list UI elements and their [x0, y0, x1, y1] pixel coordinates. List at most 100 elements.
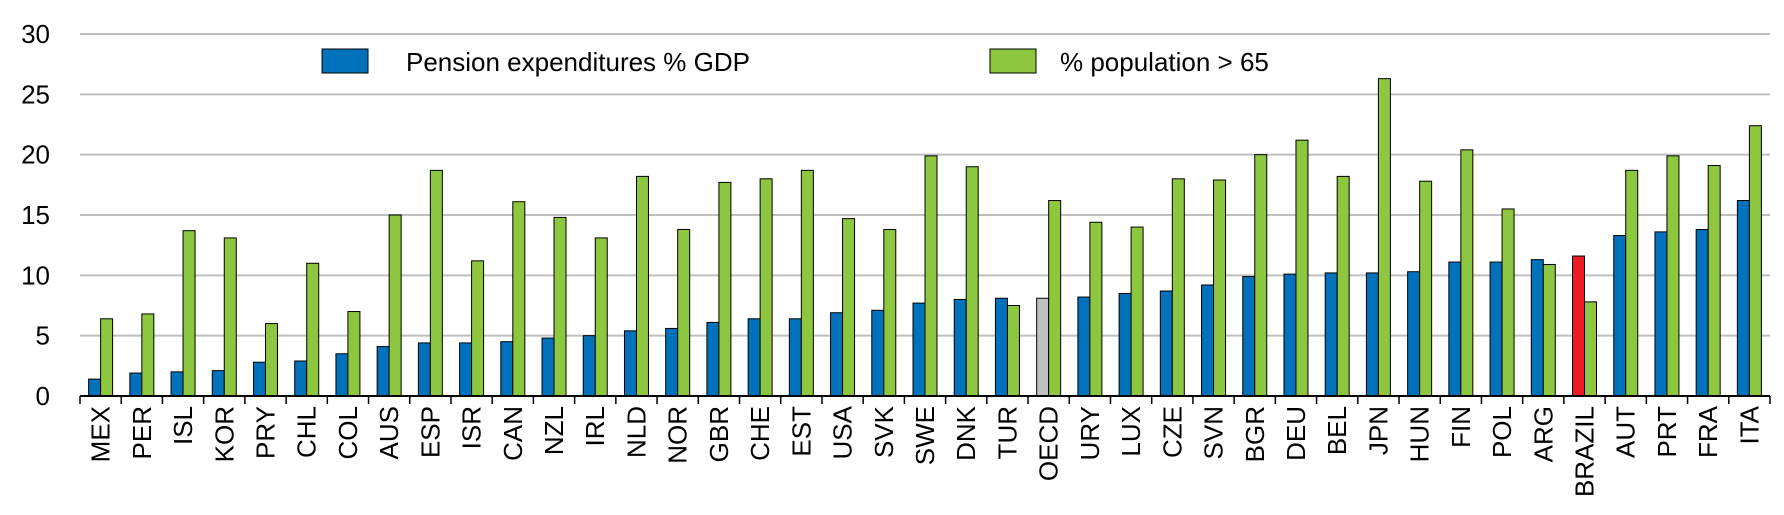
bar-pension-can — [500, 341, 514, 397]
legend-swatch-population — [989, 48, 1037, 74]
bar-population-can — [512, 201, 526, 397]
x-category-label: SVK — [869, 405, 899, 458]
bar-pension-pry — [252, 361, 266, 397]
bar-pension-ita — [1736, 200, 1750, 397]
bar-pension-pol — [1489, 261, 1503, 397]
bar-pension-fin — [1448, 261, 1462, 397]
bar-population-bel — [1336, 175, 1350, 397]
y-tick-label: 5 — [36, 321, 50, 351]
bar-population-irl — [594, 237, 608, 397]
bar-population-nzl — [553, 216, 567, 397]
bar-population-ury — [1089, 221, 1103, 397]
y-tick-label: 30 — [21, 19, 50, 49]
x-category-label: USA — [828, 405, 858, 459]
bar-population-nor — [677, 228, 691, 397]
bar-population-deu — [1295, 139, 1309, 397]
bar-pension-mex — [88, 378, 102, 397]
x-category-label: ISL — [168, 406, 198, 445]
y-axis-ticks: 0 5 10 15 20 25 30 — [21, 19, 50, 411]
bar-pension-nld — [623, 330, 637, 397]
bar-pension-aut — [1613, 235, 1627, 397]
y-tick-label: 0 — [36, 381, 50, 411]
x-category-label: FRA — [1693, 405, 1723, 458]
bar-population-isl — [182, 230, 196, 397]
bar-population-aut — [1625, 169, 1639, 397]
bar-pension-svn — [1201, 284, 1215, 397]
y-tick-label: 15 — [21, 200, 50, 230]
bar-population-svn — [1213, 179, 1227, 397]
y-tick-label: 25 — [21, 79, 50, 109]
legend: Pension expenditures % GDP % population … — [321, 47, 1269, 77]
bar-population-hun — [1419, 180, 1433, 397]
x-category-label: ITA — [1734, 405, 1764, 444]
bar-population-lux — [1130, 226, 1144, 397]
x-category-label: CZE — [1157, 406, 1187, 458]
bar-pension-col — [335, 353, 349, 397]
x-category-label: BGR — [1240, 406, 1270, 462]
x-category-label: BEL — [1322, 406, 1352, 455]
x-axis — [79, 395, 1771, 404]
bar-pension-arg — [1530, 259, 1544, 397]
bar-pension-lux — [1118, 292, 1132, 397]
bar-population-kor — [223, 237, 237, 397]
bar-population-tur — [1006, 305, 1020, 397]
bar-pension-cze — [1159, 290, 1173, 397]
bar-pension-kor — [211, 370, 225, 397]
x-category-label: ARG — [1528, 406, 1558, 462]
bar-population-nld — [635, 175, 649, 397]
x-category-label: POL — [1487, 406, 1517, 458]
bar-pension-nzl — [541, 337, 555, 397]
bar-pension-che — [747, 318, 761, 397]
bar-population-usa — [842, 218, 856, 397]
bar-population-arg — [1542, 263, 1556, 397]
y-tick-label: 20 — [21, 140, 50, 170]
bar-population-pol — [1501, 208, 1515, 397]
bar-pension-deu — [1283, 273, 1297, 397]
bar-population-isr — [471, 260, 485, 397]
bar-population-gbr — [718, 181, 732, 397]
bar-population-pry — [264, 323, 278, 397]
bar-pension-jpn — [1365, 272, 1379, 397]
bar-population-oecd — [1048, 200, 1062, 397]
x-category-label: AUS — [374, 406, 404, 459]
bar-pension-irl — [582, 335, 596, 397]
bar-population-aus — [388, 214, 402, 397]
bar-population-prt — [1666, 155, 1680, 397]
x-category-label: PRY — [250, 406, 280, 459]
bar-pension-esp — [417, 342, 431, 397]
bar-pension-svk — [871, 309, 885, 397]
bar-pension-bgr — [1242, 276, 1256, 397]
bar-population-fra — [1707, 165, 1721, 397]
bar-pension-aus — [376, 346, 390, 397]
x-category-label: URY — [1075, 406, 1105, 460]
y-tick-label: 10 — [21, 260, 50, 290]
bar-pension-nor — [665, 327, 679, 397]
bar-population-bgr — [1254, 154, 1268, 397]
x-category-label: IRL — [580, 406, 610, 446]
bar-population-che — [759, 178, 773, 397]
bar-pension-usa — [830, 312, 844, 397]
x-category-label: CAN — [498, 406, 528, 461]
x-category-label: DNK — [951, 405, 981, 461]
legend-swatch-pension — [321, 48, 369, 74]
bar-pension-chl — [294, 360, 308, 397]
x-category-label: KOR — [209, 406, 239, 462]
x-category-label: DEU — [1281, 406, 1311, 461]
bar-population-ita — [1748, 125, 1762, 397]
bar-pension-swe — [912, 302, 926, 397]
bar-population-brazil — [1584, 301, 1598, 397]
x-category-label: NOR — [663, 406, 693, 464]
x-category-label: COL — [333, 406, 363, 459]
bar-population-cze — [1171, 178, 1185, 397]
bar-pension-brazil — [1572, 255, 1586, 397]
x-category-label: SVN — [1199, 406, 1229, 459]
x-category-label: ESP — [415, 406, 445, 458]
bar-pension-gbr — [706, 321, 720, 397]
x-category-label: HUN — [1405, 406, 1435, 462]
bar-pension-oecd — [1036, 297, 1050, 397]
bar-population-jpn — [1377, 78, 1391, 397]
bar-population-est — [800, 169, 814, 397]
x-category-label: FIN — [1446, 406, 1476, 448]
x-category-label: GBR — [704, 406, 734, 462]
bar-pension-tur — [994, 297, 1008, 397]
